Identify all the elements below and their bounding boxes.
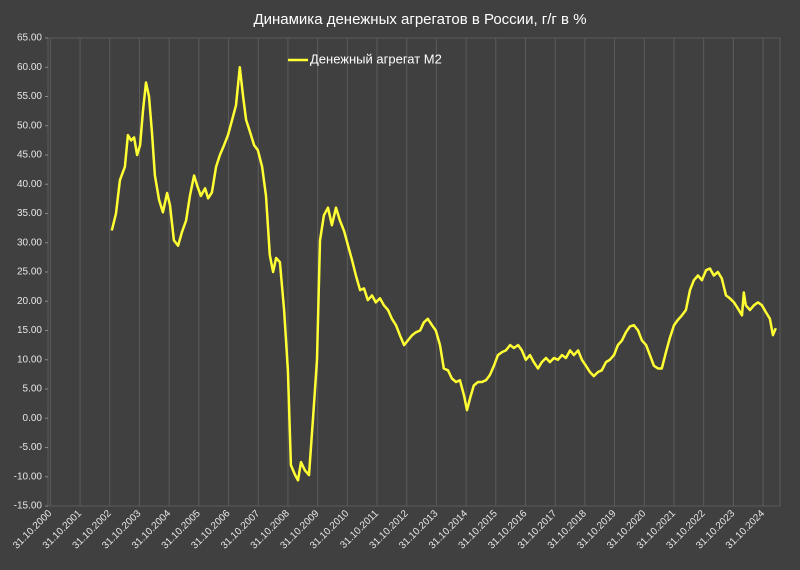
y-tick-label: 55.00 [17,91,42,102]
y-tick-label: 25.00 [17,267,42,278]
y-tick-label: 50.00 [17,120,42,131]
legend-text: Денежный агрегат М2 [310,51,442,66]
y-tick-label: -5.00 [19,442,42,453]
y-tick-label: 45.00 [17,150,42,161]
y-tick-label: -10.00 [14,471,43,482]
y-tick-label: 60.00 [17,62,42,73]
y-tick-label: 30.00 [17,237,42,248]
series-line [110,66,777,482]
y-tick-label: 0.00 [23,413,43,424]
chart-title: Динамика денежных агрегатов в России, г/… [253,11,586,28]
y-tick-label: 20.00 [17,296,42,307]
y-tick-label: 5.00 [23,384,43,395]
y-tick-label: 40.00 [17,179,42,190]
y-tick-label: 10.00 [17,354,42,365]
y-tick-label: -15.00 [14,501,43,512]
y-tick-label: 15.00 [17,325,42,336]
y-tick-label: 65.00 [17,33,42,44]
y-tick-label: 35.00 [17,208,42,219]
